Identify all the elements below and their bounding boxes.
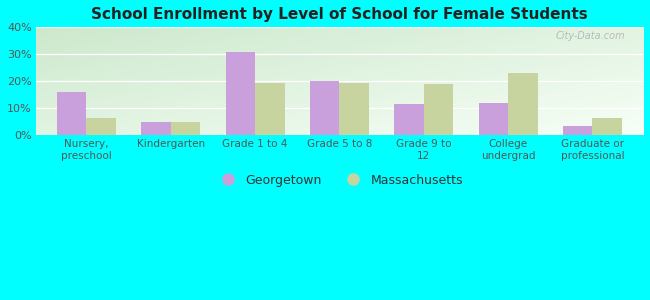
Legend: Georgetown, Massachusetts: Georgetown, Massachusetts	[211, 169, 468, 192]
Bar	[424, 84, 453, 135]
Bar	[508, 73, 538, 135]
Bar	[592, 118, 622, 135]
Bar	[171, 122, 200, 135]
Bar	[395, 104, 424, 135]
Bar	[57, 92, 86, 135]
Bar	[141, 122, 171, 135]
Bar	[339, 83, 369, 135]
Bar	[226, 52, 255, 135]
Title: School Enrollment by Level of School for Female Students: School Enrollment by Level of School for…	[91, 7, 588, 22]
Bar	[478, 103, 508, 135]
Bar	[310, 81, 339, 135]
Bar	[255, 83, 285, 135]
Bar	[563, 126, 592, 135]
Bar	[86, 118, 116, 135]
Text: City-Data.com: City-Data.com	[555, 31, 625, 40]
